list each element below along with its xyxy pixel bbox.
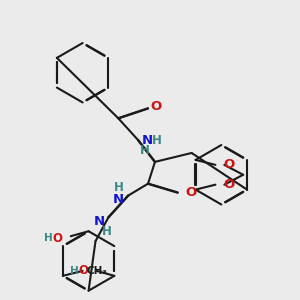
Text: H: H — [114, 181, 124, 194]
Text: O: O — [186, 186, 197, 199]
Text: O: O — [223, 178, 235, 191]
Text: O: O — [150, 100, 162, 113]
Text: O: O — [53, 232, 63, 245]
Text: CH₃: CH₃ — [87, 266, 108, 276]
Text: N: N — [93, 215, 104, 228]
Text: N: N — [113, 193, 124, 206]
Text: O: O — [79, 264, 88, 278]
Text: N: N — [142, 134, 153, 147]
Text: H: H — [140, 143, 150, 157]
Text: H: H — [101, 225, 111, 238]
Text: H: H — [44, 233, 53, 243]
Text: O: O — [223, 158, 235, 171]
Text: H: H — [70, 266, 79, 276]
Text: H: H — [152, 134, 162, 147]
